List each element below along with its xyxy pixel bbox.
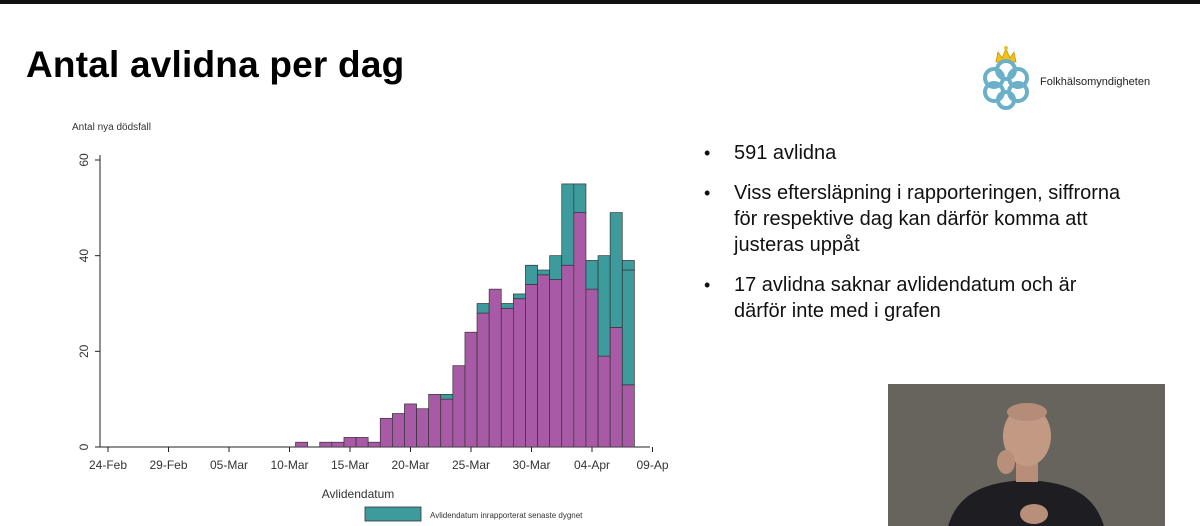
bar-segment-base <box>295 441 309 448</box>
bar-segment-base <box>549 279 563 448</box>
interpreter-image <box>888 384 1165 526</box>
interpreter-head <box>1003 406 1051 466</box>
bar-segment-recent <box>597 255 611 357</box>
bar-segment-base <box>573 212 587 448</box>
folkhalsomyndigheten-logo <box>983 46 1029 110</box>
bar-segment-base <box>452 365 466 448</box>
x-tick-label: 30-Mar <box>512 458 550 472</box>
bar-segment-recent <box>621 269 635 386</box>
bar-segment-base <box>561 264 575 448</box>
bar-segment-base <box>525 284 538 448</box>
x-tick-label: 15-Mar <box>331 458 369 472</box>
x-tick-label: 09-Ap <box>636 458 668 472</box>
bullet-list: 591 avlidna Viss eftersläpning i rapport… <box>704 140 1124 338</box>
bar-segment-base <box>621 384 635 448</box>
bullet-item: 591 avlidna <box>704 140 1124 166</box>
bar-segment-recent <box>585 260 599 290</box>
bar-segment-base <box>428 394 442 448</box>
bar-segment-recent <box>609 212 623 328</box>
bar-segment-base <box>609 327 623 448</box>
bullet-item: 17 avlidna saknar avlidendatum och är dä… <box>704 272 1124 324</box>
logo-text: Folkhälsomyndigheten <box>1040 76 1151 88</box>
top-border <box>0 0 1200 4</box>
bar-segment-base <box>379 417 393 448</box>
y-tick-label: 40 <box>77 249 91 263</box>
bar-segment-recent <box>513 293 526 300</box>
x-tick-label: 10-Mar <box>270 458 308 472</box>
bar-segment-base <box>537 274 550 448</box>
bar-segment-base <box>513 298 526 448</box>
bar-segment-base <box>343 437 357 448</box>
x-tick-label: 04-Apr <box>574 458 610 472</box>
bar-segment-base <box>500 307 514 448</box>
bar-segment-base <box>367 441 381 448</box>
x-tick-label: 24-Feb <box>89 458 127 472</box>
bar-segment-base <box>416 408 429 448</box>
y-tick-label: 60 <box>77 153 91 167</box>
bar-segment-base <box>319 441 333 448</box>
sign-language-interpreter-video <box>888 384 1165 526</box>
bar-segment-base <box>392 413 405 448</box>
bar-segment-recent <box>561 183 575 266</box>
x-tick-label: 29-Feb <box>149 458 187 472</box>
bar-segment-recent <box>500 303 514 309</box>
y-tick-label: 20 <box>77 344 91 358</box>
slide-title: Antal avlidna per dag <box>26 44 405 85</box>
bar-segment-base <box>355 437 369 448</box>
y-axis-title: Antal nya dödsfall <box>72 122 151 133</box>
interpreter-hand <box>997 450 1015 474</box>
legend-label: Avlidendatum inrapporterat senaste dygne… <box>430 511 583 520</box>
bar-segment-base <box>585 288 599 448</box>
bar-segment-recent <box>537 269 550 276</box>
bar-segment-base <box>331 441 345 448</box>
bar-segment-recent <box>621 260 635 271</box>
legend-swatch <box>364 506 422 522</box>
x-tick-label: 20-Mar <box>391 458 429 472</box>
x-axis-title: Avlidendatum <box>322 487 395 501</box>
bar-segment-base <box>597 355 611 448</box>
bar-segment-recent <box>525 264 538 285</box>
bullet-item: Viss eftersläpning i rapporteringen, sif… <box>704 180 1124 258</box>
bar-segment-recent <box>573 183 587 213</box>
x-tick-label: 25-Mar <box>452 458 490 472</box>
bar-segment-recent <box>549 255 563 280</box>
deaths-per-day-chart: Antal nya dödsfall 0 20 40 60 24-Feb 29-Feb 0… <box>72 122 669 522</box>
bar-segment-base <box>488 288 502 448</box>
bar-segment-recent <box>476 303 490 314</box>
crown-icon <box>995 46 1017 63</box>
interpreter-shirt <box>948 480 1104 526</box>
rings-icon <box>983 59 1029 110</box>
bar-segment-base <box>404 403 417 448</box>
bar-segment-base <box>440 398 454 448</box>
y-tick-label: 0 <box>77 443 91 450</box>
x-tick-label: 05-Mar <box>210 458 248 472</box>
bar-segment-base <box>464 331 478 448</box>
bar-segment-base <box>476 312 490 448</box>
bar-segment-recent <box>440 394 454 400</box>
